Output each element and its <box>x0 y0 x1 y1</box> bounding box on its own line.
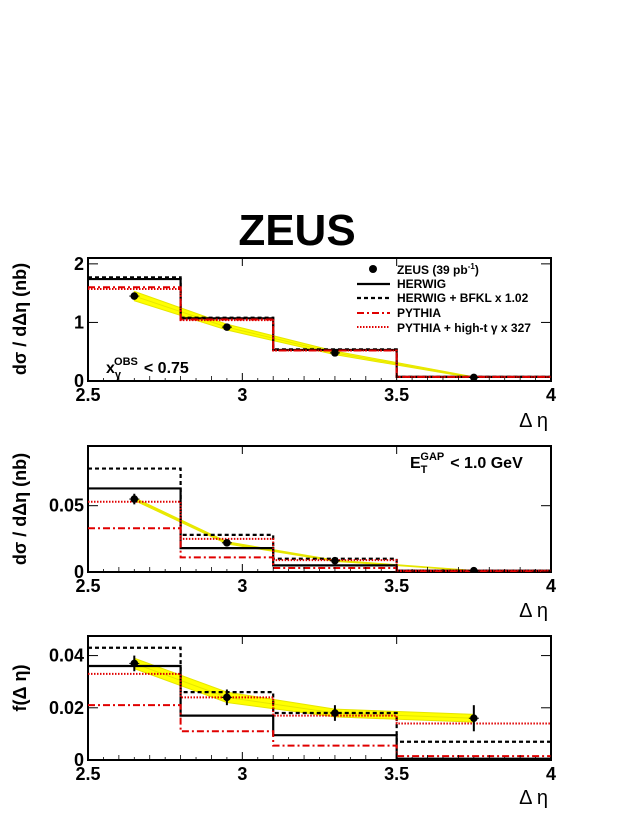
panel-bottom-point-3 <box>470 714 478 723</box>
panel-top-plot: 2.5 3 3.5 4 0 1 2 <box>74 254 556 405</box>
panel-bottom-series-2 <box>88 704 551 758</box>
panel-bottom-xtick-label-0: 2.5 <box>75 764 100 784</box>
panel-bottom-ytick-label-2: 0.04 <box>49 646 84 666</box>
panel-top-ylabel: dσ / dΔη (nb) <box>10 263 30 375</box>
panel-top-xtick-label-1: 3 <box>237 385 247 405</box>
panel-middle-xtick-label-2: 3.5 <box>384 576 409 596</box>
panel-middle-cut-end: < 1.0 GeV <box>450 455 523 472</box>
panel-bottom-xtick-label-1: 3 <box>237 764 247 784</box>
panel-top: dσ / dΔη (nb) Δ η xγOBS < 0.75 <box>10 257 552 432</box>
panel-middle-plot: 2.5 3 3.5 4 0 0.05 <box>49 446 556 596</box>
panel-top-point-1 <box>223 323 231 331</box>
legend-marker-data <box>369 265 377 273</box>
panel-middle-point-1 <box>223 539 231 547</box>
panel-bottom-series-1 <box>88 646 551 743</box>
panel-middle-inner <box>88 467 551 572</box>
panel-bottom-ytick-label-0: 0 <box>74 750 84 770</box>
panel-middle-point-0 <box>130 495 139 503</box>
panel-middle-cut: ETGAP < 1.0 GeV <box>410 451 523 476</box>
panel-bottom-ytick-label-1: 0.02 <box>49 698 84 718</box>
panel-middle-cut-sub: T <box>421 464 428 476</box>
panel-top-ytick-label-1: 1 <box>74 312 84 332</box>
panel-top-cut-sub: γ <box>115 369 122 381</box>
panel-top-ytick-label-0: 0 <box>74 371 84 391</box>
panel-middle: dσ / dΔη (nb) Δ η ETGAP < 1.0 GeV <box>10 445 552 622</box>
panel-bottom-xlabel: Δ η <box>519 787 548 809</box>
panel-top-xlabel: Δ η <box>519 410 548 432</box>
panel-middle-xtick-label-3: 4 <box>546 576 556 596</box>
panel-bottom-series-3 <box>88 672 551 725</box>
panel-top-xtick-label-3: 4 <box>546 385 556 405</box>
panel-top-series-3 <box>88 288 551 378</box>
panel-middle-xlabel: Δ η <box>519 600 548 622</box>
panel-middle-point-2 <box>331 556 339 565</box>
legend-label-data-end: ) <box>475 263 479 277</box>
panel-top-ytick-label-2: 2 <box>74 254 84 274</box>
panel-middle-ylabel: dσ / dΔη (nb) <box>10 453 30 565</box>
panel-middle-ytick-label-1: 0.05 <box>49 496 84 516</box>
panel-bottom-point-0 <box>130 659 139 668</box>
figure-title: ZEUS <box>238 206 355 255</box>
panel-bottom-point-1 <box>223 693 231 702</box>
legend-label-herwig: HERWIG <box>397 277 446 291</box>
panel-middle-series-3 <box>88 500 551 572</box>
legend-label-data-sup: -1 <box>468 262 476 271</box>
legend-label-herwig-bfkl: HERWIG + BFKL x 1.02 <box>397 291 529 305</box>
panel-middle-series-1 <box>88 467 551 572</box>
panel-top-point-0 <box>130 292 139 300</box>
panel-middle-ytick-label-0: 0 <box>74 562 84 582</box>
panel-bottom-plot: 2.5 3 3.5 4 0 0.02 0.04 <box>49 636 556 784</box>
panel-top-cut-end: < 0.75 <box>144 360 189 377</box>
legend-label-pythia: PYTHIA <box>397 306 441 320</box>
panel-top-inner <box>88 276 551 381</box>
legend-label-pythia-hight: PYTHIA + high-t γ x 327 <box>397 321 531 335</box>
panel-top-point-3 <box>470 373 478 381</box>
legend-label-data-main: ZEUS (39 pb <box>397 263 468 277</box>
panel-bottom-ylabel: f(Δ η) <box>10 665 30 712</box>
panel-middle-xtick-label-0: 2.5 <box>75 576 100 596</box>
panel-middle-cut-sup: GAP <box>420 451 444 463</box>
panel-bottom-xtick-label-3: 4 <box>546 764 556 784</box>
legend-label-data: ZEUS (39 pb-1) <box>397 262 479 277</box>
panel-top-cut-sup: OBS <box>114 356 138 368</box>
panel-bottom-frame <box>87 635 552 761</box>
panel-bottom-xtick-label-2: 3.5 <box>384 764 409 784</box>
panel-top-xtick-label-2: 3.5 <box>384 385 409 405</box>
panel-middle-cut-main: E <box>410 455 421 472</box>
panel-top-cut-main: x <box>106 360 115 377</box>
panel-top-series-2 <box>88 286 551 378</box>
legend: ZEUS (39 pb-1) HERWIG HERWIG + BFKL x 1.… <box>357 262 531 335</box>
panel-middle-xtick-label-1: 3 <box>237 576 247 596</box>
plot-layer: 2.5 3 3.5 4 0 1 2 2.5 3 3.5 4 0 0.05 2.5 3 3.5 4 0 0.02 0.0… <box>49 254 556 784</box>
panel-top-xtick-label-0: 2.5 <box>75 385 100 405</box>
panel-bottom-point-2 <box>331 709 339 717</box>
panel-top-point-2 <box>331 349 339 357</box>
panel-top-cut: xγOBS < 0.75 <box>106 356 189 381</box>
panel-bottom-inner <box>88 646 551 760</box>
